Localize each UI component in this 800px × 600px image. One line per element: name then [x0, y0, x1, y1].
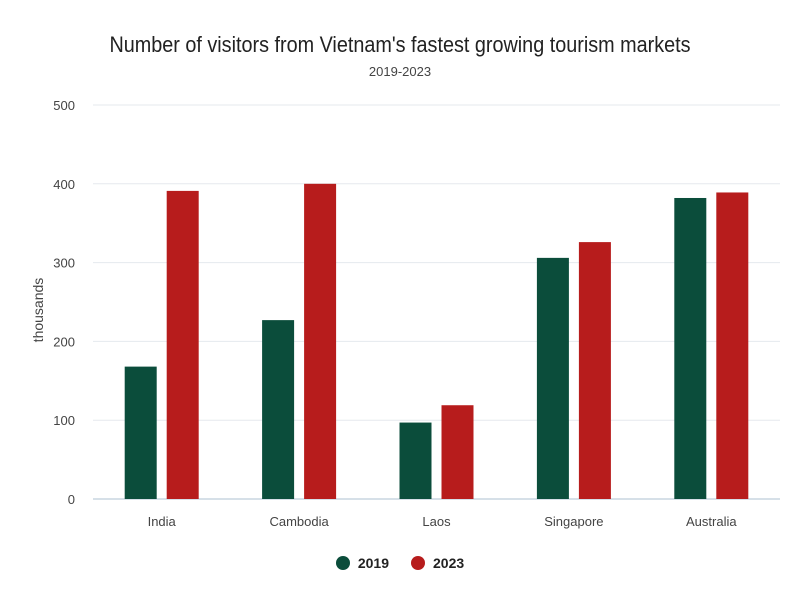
- y-tick-label: 200: [53, 334, 75, 349]
- legend-label-2019: 2019: [357, 555, 389, 571]
- chart-title: Number of visitors from Vietnam's fastes…: [109, 32, 691, 57]
- x-tick-label: Singapore: [544, 514, 603, 529]
- legend-item-2023[interactable]: 2023: [411, 555, 464, 571]
- bar-2023-laos: [441, 405, 474, 499]
- legend: 2019 2023: [0, 555, 800, 571]
- bar-2019-australia: [674, 197, 707, 499]
- bar-2019-cambodia: [262, 320, 295, 499]
- legend-item-2019[interactable]: 2019: [335, 555, 389, 571]
- bar-2019-singapore: [536, 257, 569, 499]
- y-tick-label: 300: [53, 256, 75, 271]
- legend-swatch-2019: [335, 556, 350, 570]
- x-tick-label: Laos: [422, 514, 451, 529]
- bar-2023-india: [166, 190, 199, 499]
- y-tick-label: 0: [68, 492, 75, 507]
- legend-label-2023: 2023: [433, 555, 465, 571]
- y-tick-label: 400: [53, 177, 75, 192]
- bar-2023-cambodia: [304, 183, 337, 500]
- y-tick-label: 500: [53, 98, 75, 113]
- y-axis-label: thousands: [30, 278, 46, 343]
- bar-2023-australia: [716, 192, 749, 499]
- y-tick-label: 100: [53, 413, 75, 428]
- x-tick-label: India: [148, 514, 177, 529]
- x-tick-label: Cambodia: [269, 514, 329, 529]
- chart-subtitle: 2019-2023: [368, 64, 432, 79]
- bar-2019-india: [124, 366, 157, 499]
- bar-2023-singapore: [578, 242, 611, 499]
- legend-swatch-2023: [411, 556, 425, 570]
- x-tick-label: Australia: [686, 514, 737, 529]
- bar-2019-laos: [399, 422, 432, 499]
